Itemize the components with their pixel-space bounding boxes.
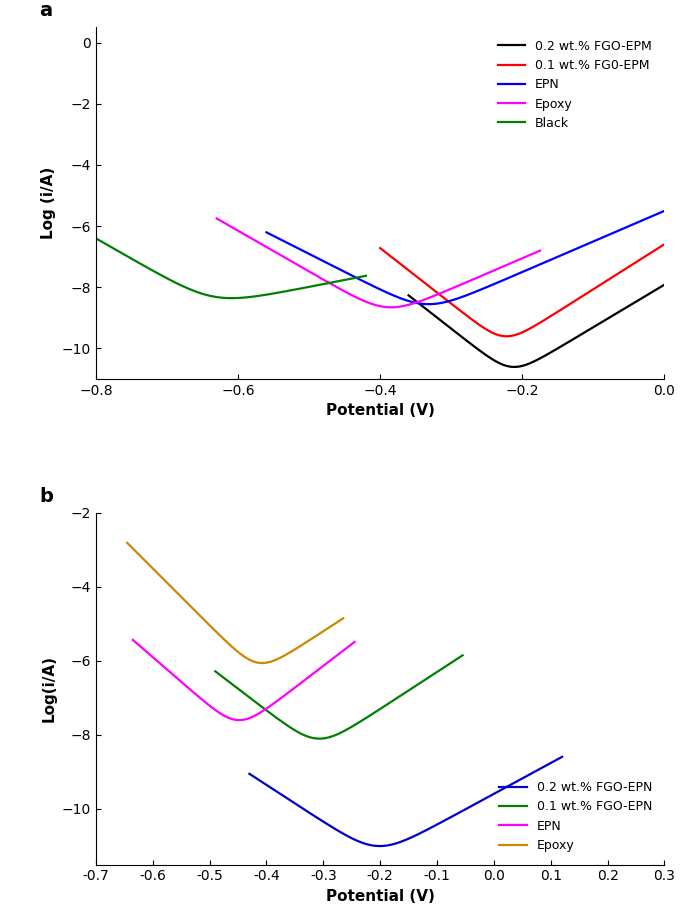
X-axis label: Potential (V): Potential (V) xyxy=(326,403,434,419)
Text: a: a xyxy=(39,1,52,20)
Legend: 0.2 wt.% FGO-EPN, 0.1 wt.% FGO-EPN, EPN, Epoxy: 0.2 wt.% FGO-EPN, 0.1 wt.% FGO-EPN, EPN,… xyxy=(493,775,658,858)
X-axis label: Potential (V): Potential (V) xyxy=(326,889,434,904)
Text: b: b xyxy=(39,487,53,506)
Y-axis label: Log(i/A): Log(i/A) xyxy=(41,655,56,723)
Legend: 0.2 wt.% FGO-EPM, 0.1 wt.% FG0-EPM, EPN, Epoxy, Black: 0.2 wt.% FGO-EPM, 0.1 wt.% FG0-EPM, EPN,… xyxy=(491,34,658,136)
Y-axis label: Log (i/A): Log (i/A) xyxy=(41,167,56,239)
